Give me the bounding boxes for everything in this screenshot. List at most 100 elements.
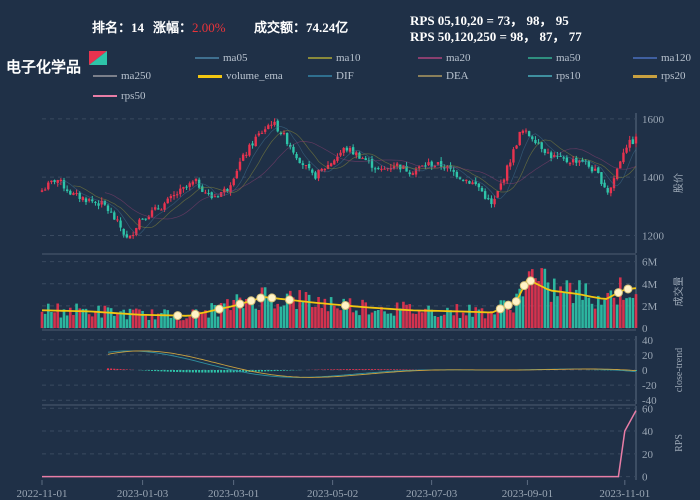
volume-bar xyxy=(282,305,286,328)
volume-bar xyxy=(530,269,534,328)
volume-bar xyxy=(518,288,522,328)
candle-body xyxy=(100,200,103,205)
macd-histogram-bar xyxy=(364,369,367,370)
legend-item-DIF[interactable]: DIF xyxy=(308,70,354,82)
volume-bar xyxy=(534,278,537,328)
volume-bar xyxy=(367,314,371,328)
volume-bar xyxy=(232,299,236,328)
candle-body xyxy=(141,218,144,220)
volume-bar xyxy=(53,312,56,328)
macd-histogram-bar xyxy=(213,370,216,373)
candle-body xyxy=(521,130,525,134)
macd-histogram-bar xyxy=(107,368,109,370)
candle-body xyxy=(502,179,506,183)
candle-body xyxy=(229,185,232,193)
volume-bar xyxy=(191,309,195,328)
volume-bar xyxy=(72,314,75,328)
x-tick-label: 2022-11-01 xyxy=(17,488,68,500)
macd-histogram-bar xyxy=(283,370,285,371)
macd-histogram-bar xyxy=(402,369,405,370)
volume-bar xyxy=(295,309,298,328)
y-tick-label: 40 xyxy=(642,335,654,347)
volume-bar xyxy=(144,314,148,328)
sector-icon xyxy=(89,51,107,65)
candle-body xyxy=(612,178,616,189)
volume-bar xyxy=(147,319,151,328)
candle-body xyxy=(241,154,245,161)
legend-item-ma05[interactable]: ma05 xyxy=(195,52,247,64)
macd-histogram-bar xyxy=(122,369,125,370)
volume-bar xyxy=(178,320,182,328)
candle-body xyxy=(182,187,185,189)
volume-bar xyxy=(562,292,566,328)
volume-bar xyxy=(512,312,515,328)
candle-body xyxy=(392,166,396,169)
volume-bar xyxy=(436,316,440,328)
candle-body xyxy=(69,190,72,195)
legend-item-volume_ema[interactable]: volume_ema xyxy=(198,70,283,82)
volume-bar xyxy=(348,298,352,328)
volume-bar xyxy=(260,287,264,328)
legend-item-ma50[interactable]: ma50 xyxy=(528,52,580,64)
x-tick-label: 2023-09-01 xyxy=(502,488,553,500)
candle-body xyxy=(144,218,147,220)
legend-item-ma10[interactable]: ma10 xyxy=(308,52,360,64)
macd-histogram-bar xyxy=(327,369,329,370)
volume-bar xyxy=(122,309,126,328)
volume-bar xyxy=(631,297,635,328)
volume-bar xyxy=(257,310,261,328)
candle-body xyxy=(405,165,408,172)
legend-item-DEA[interactable]: DEA xyxy=(418,70,469,82)
legend-item-ma120[interactable]: ma120 xyxy=(633,52,691,64)
volume-bar xyxy=(468,304,471,328)
candle-body xyxy=(597,167,600,173)
candle-body xyxy=(606,188,609,193)
candle-body xyxy=(527,131,531,137)
candle-body xyxy=(160,209,163,211)
volume-bar xyxy=(46,303,50,328)
macd-histogram-bar xyxy=(257,370,260,372)
legend-item-rps20[interactable]: rps20 xyxy=(633,70,685,82)
volume-bar xyxy=(59,317,63,328)
volume-bar xyxy=(339,310,342,328)
y-axis-label: RPS xyxy=(674,434,685,452)
candle-body xyxy=(292,146,295,153)
macd-histogram-bar xyxy=(377,369,380,370)
candle-body xyxy=(40,190,44,192)
y-tick-label: 2M xyxy=(642,301,658,313)
candle-body xyxy=(65,189,69,191)
volume-bar xyxy=(128,308,132,328)
candle-body xyxy=(166,198,169,204)
rank-info: 排名：14 xyxy=(92,17,144,36)
legend-item-ma20[interactable]: ma20 xyxy=(418,52,470,64)
volume-bar xyxy=(358,315,361,328)
macd-histogram-bar xyxy=(204,370,207,373)
volume-bar xyxy=(106,307,110,328)
volume-bar xyxy=(411,313,415,328)
candle-body xyxy=(267,125,270,130)
candle-body xyxy=(468,181,471,184)
candle-body xyxy=(179,188,182,195)
volume-bar xyxy=(449,310,452,328)
volume-bar xyxy=(50,312,53,328)
volume-bar xyxy=(596,295,600,328)
dea-line xyxy=(107,350,637,378)
volume-bar xyxy=(342,298,346,328)
legend-swatch xyxy=(93,95,117,98)
candle-body xyxy=(147,216,151,220)
macd-histogram-bar xyxy=(217,370,219,373)
volume-bar xyxy=(540,268,544,328)
candle-body xyxy=(273,121,276,125)
macd-histogram-bar xyxy=(207,370,210,373)
volume-bar xyxy=(609,290,613,328)
candle-body xyxy=(373,168,377,170)
legend-item-ma250[interactable]: ma250 xyxy=(93,70,151,82)
macd-histogram-bar xyxy=(125,369,128,370)
volume-bar xyxy=(521,296,525,328)
candle-body xyxy=(75,193,78,195)
macd-histogram-bar xyxy=(371,369,373,370)
ma-line xyxy=(73,129,637,228)
legend-item-rps10[interactable]: rps10 xyxy=(528,70,580,82)
macd-histogram-bar xyxy=(198,370,201,373)
legend-item-rps50[interactable]: rps50 xyxy=(93,90,145,102)
